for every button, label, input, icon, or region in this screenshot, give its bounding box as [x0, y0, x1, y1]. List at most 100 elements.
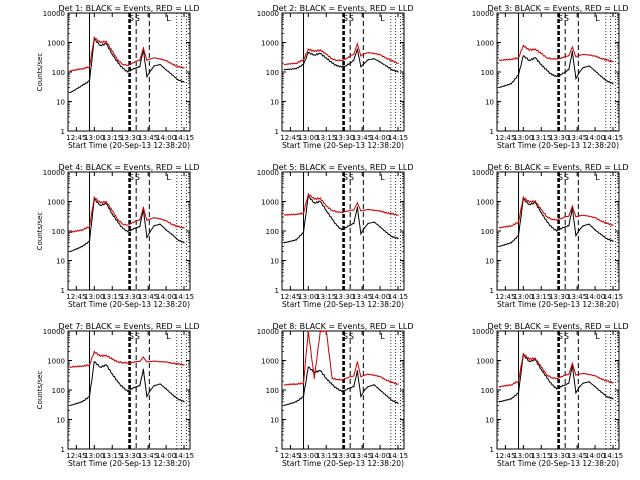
data-point-events: [606, 80, 608, 82]
data-point-lld: [510, 58, 512, 60]
data-point-events: [559, 228, 561, 230]
data-point-lld: [559, 376, 561, 378]
x-tick-label: 13:30: [334, 293, 354, 301]
data-point-lld: [498, 386, 500, 388]
x-tick-label: 13:00: [84, 134, 104, 142]
data-point-events: [391, 235, 393, 238]
x-tick-label: 14:15: [174, 293, 194, 301]
data-point-lld: [117, 219, 119, 221]
y-tick-label: 1000: [261, 199, 279, 207]
data-point-events: [578, 229, 581, 231]
data-point-events: [575, 392, 577, 394]
data-point-events: [379, 61, 381, 63]
series-line-lld: [499, 195, 614, 229]
x-tick-label: 14:00: [585, 134, 605, 142]
data-point-lld: [81, 68, 83, 70]
data-point-lld: [397, 214, 399, 216]
data-point-lld: [575, 56, 577, 58]
y-tick-label: 10000: [257, 10, 279, 18]
data-point-events: [600, 234, 602, 236]
marker-label: S: [558, 332, 563, 341]
data-point-events: [510, 398, 512, 400]
y-tick-label: 10000: [43, 169, 65, 177]
data-point-events: [551, 227, 553, 229]
x-tick-label: 13:15: [316, 134, 336, 142]
data-point-events: [153, 65, 155, 67]
data-point-lld: [367, 52, 369, 54]
data-point-lld: [127, 362, 129, 364]
data-point-events: [135, 227, 137, 229]
data-point-events: [139, 66, 141, 68]
data-point-lld: [313, 377, 315, 379]
data-point-events: [177, 79, 179, 81]
data-point-lld: [171, 63, 173, 65]
data-point-lld: [546, 374, 548, 376]
data-point-lld: [600, 378, 602, 380]
data-point-events: [575, 77, 577, 80]
data-point-events: [363, 389, 366, 391]
data-point-events: [159, 223, 161, 225]
data-point-lld: [105, 354, 107, 356]
marker-label: S: [343, 173, 348, 182]
data-point-events: [319, 370, 321, 372]
data-point-lld: [534, 200, 536, 202]
data-point-lld: [117, 361, 119, 363]
data-point-lld: [146, 361, 148, 363]
marker-label: L: [380, 173, 385, 182]
marker-label: S: [349, 173, 354, 182]
data-point-events: [149, 70, 152, 72]
data-point-events: [578, 71, 581, 73]
data-point-lld: [600, 57, 602, 59]
data-point-events: [122, 228, 124, 230]
chart-panel: Det 1: BLACK = Events, RED = LLD 1 10 100 10…: [36, 4, 199, 150]
data-point-lld: [177, 226, 179, 228]
data-point-lld: [302, 212, 305, 214]
data-point-lld: [571, 205, 573, 207]
series-line-lld: [70, 35, 185, 72]
data-point-events: [307, 366, 309, 368]
x-tick-label: 12:45: [66, 134, 86, 142]
x-tick-label: 12:45: [495, 293, 515, 301]
x-tick-label: 13:45: [138, 452, 158, 460]
data-point-lld: [551, 377, 553, 379]
data-point-events: [127, 231, 129, 233]
data-point-events: [517, 234, 520, 237]
data-point-events: [307, 52, 309, 54]
data-point-lld: [534, 357, 536, 359]
marker-label: S: [129, 14, 134, 23]
data-point-events: [356, 206, 358, 208]
data-point-events: [81, 401, 83, 403]
chart-panel: Det 8: BLACK = Events, RED = LLD 1 10 100 10…: [257, 322, 414, 468]
data-point-lld: [105, 200, 107, 203]
data-point-events: [295, 68, 297, 70]
data-point-lld: [588, 215, 590, 217]
data-point-events: [391, 399, 393, 401]
x-tick-label: 13:45: [567, 293, 587, 301]
y-tick-label: 1: [61, 446, 65, 454]
plot-frame: [67, 12, 191, 132]
x-tick-label: 14:15: [388, 452, 408, 460]
data-point-events: [283, 404, 285, 407]
x-axis-label: Start Time (20-Sep-13 12:38:20): [68, 300, 190, 309]
y-tick-label: 1000: [261, 40, 279, 48]
marker-label: L: [595, 14, 600, 23]
y-tick-label: 1000: [261, 358, 279, 366]
y-tick-label: 1000: [47, 40, 65, 48]
data-point-lld: [510, 384, 512, 386]
data-point-lld: [510, 225, 512, 227]
data-point-lld: [551, 58, 553, 60]
data-point-events: [540, 368, 542, 370]
data-point-lld: [349, 209, 351, 211]
x-tick-label: 13:30: [334, 134, 354, 142]
x-tick-label: 14:00: [156, 134, 176, 142]
data-point-lld: [127, 64, 129, 66]
data-point-events: [594, 229, 596, 231]
x-tick-label: 12:45: [495, 452, 515, 460]
data-point-lld: [373, 374, 375, 376]
data-point-events: [88, 395, 91, 398]
data-point-lld: [135, 220, 137, 222]
x-tick-label: 13:15: [102, 293, 122, 301]
data-point-lld: [325, 205, 327, 207]
x-tick-label: 14:15: [603, 452, 623, 460]
data-point-lld: [606, 59, 608, 61]
